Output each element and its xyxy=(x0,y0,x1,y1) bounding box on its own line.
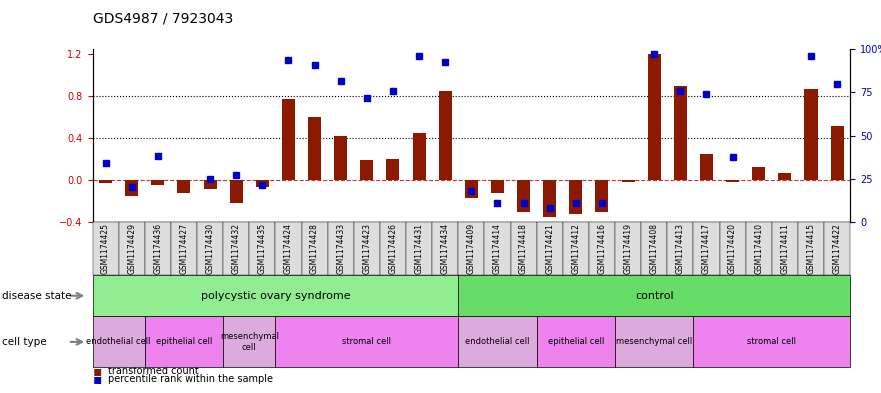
Text: GSM1174429: GSM1174429 xyxy=(127,223,137,274)
Bar xyxy=(674,86,687,180)
Text: GSM1174427: GSM1174427 xyxy=(180,223,189,274)
Bar xyxy=(387,159,399,180)
Bar xyxy=(752,167,766,180)
Text: GSM1174430: GSM1174430 xyxy=(205,223,215,274)
Text: epithelial cell: epithelial cell xyxy=(156,338,212,346)
Bar xyxy=(282,99,295,180)
Text: epithelial cell: epithelial cell xyxy=(548,338,604,346)
Text: endothelial cell: endothelial cell xyxy=(86,338,151,346)
Bar xyxy=(517,180,530,211)
Text: GSM1174418: GSM1174418 xyxy=(519,223,528,274)
Text: disease state: disease state xyxy=(2,291,71,301)
Bar xyxy=(804,89,818,180)
Text: mesenchymal cell: mesenchymal cell xyxy=(616,338,692,346)
Text: GSM1174410: GSM1174410 xyxy=(754,223,763,274)
Text: GSM1174436: GSM1174436 xyxy=(153,223,162,274)
Text: GSM1174419: GSM1174419 xyxy=(624,223,633,274)
Bar xyxy=(152,180,165,185)
Bar xyxy=(778,173,791,180)
Bar xyxy=(831,126,844,180)
Text: GSM1174434: GSM1174434 xyxy=(440,223,449,274)
Text: control: control xyxy=(635,291,674,301)
Text: mesenchymal
cell: mesenchymal cell xyxy=(219,332,278,352)
Bar xyxy=(230,180,243,203)
Bar xyxy=(569,180,582,214)
Text: ▪: ▪ xyxy=(93,372,102,386)
Text: polycystic ovary syndrome: polycystic ovary syndrome xyxy=(201,291,351,301)
Text: GSM1174425: GSM1174425 xyxy=(101,223,110,274)
Text: GSM1174426: GSM1174426 xyxy=(389,223,397,274)
Bar xyxy=(125,180,138,196)
Text: transformed count: transformed count xyxy=(108,366,199,376)
Text: GSM1174422: GSM1174422 xyxy=(833,223,841,274)
Bar xyxy=(439,91,452,180)
Bar xyxy=(465,180,478,198)
Bar xyxy=(544,180,556,217)
Text: GSM1174428: GSM1174428 xyxy=(310,223,319,274)
Bar xyxy=(308,117,321,180)
Bar xyxy=(360,160,374,180)
Bar xyxy=(204,180,217,189)
Text: ▪: ▪ xyxy=(93,364,102,378)
Text: GSM1174415: GSM1174415 xyxy=(806,223,816,274)
Bar xyxy=(255,180,269,187)
Text: stromal cell: stromal cell xyxy=(747,338,796,346)
Bar xyxy=(700,154,713,180)
Bar xyxy=(491,180,504,193)
Text: GSM1174413: GSM1174413 xyxy=(676,223,685,274)
Text: GSM1174414: GSM1174414 xyxy=(493,223,502,274)
Text: GDS4987 / 7923043: GDS4987 / 7923043 xyxy=(93,12,233,26)
Bar xyxy=(99,180,112,183)
Bar xyxy=(648,54,661,180)
Text: GSM1174412: GSM1174412 xyxy=(572,223,581,274)
Text: GSM1174417: GSM1174417 xyxy=(702,223,711,274)
Bar xyxy=(412,133,426,180)
Text: GSM1174432: GSM1174432 xyxy=(232,223,241,274)
Text: GSM1174420: GSM1174420 xyxy=(728,223,737,274)
Text: GSM1174411: GSM1174411 xyxy=(781,223,789,274)
Text: percentile rank within the sample: percentile rank within the sample xyxy=(108,374,273,384)
Text: GSM1174423: GSM1174423 xyxy=(362,223,371,274)
Text: GSM1174424: GSM1174424 xyxy=(284,223,293,274)
Text: cell type: cell type xyxy=(2,337,47,347)
Text: GSM1174416: GSM1174416 xyxy=(597,223,606,274)
Bar xyxy=(726,180,739,182)
Text: GSM1174421: GSM1174421 xyxy=(545,223,554,274)
Bar xyxy=(334,136,347,180)
Bar xyxy=(177,180,190,193)
Bar xyxy=(596,180,609,211)
Text: GSM1174431: GSM1174431 xyxy=(415,223,424,274)
Text: stromal cell: stromal cell xyxy=(343,338,391,346)
Text: GSM1174435: GSM1174435 xyxy=(258,223,267,274)
Text: endothelial cell: endothelial cell xyxy=(465,338,529,346)
Text: GSM1174433: GSM1174433 xyxy=(337,223,345,274)
Bar xyxy=(622,180,634,182)
Text: GSM1174408: GSM1174408 xyxy=(649,223,659,274)
Text: GSM1174409: GSM1174409 xyxy=(467,223,476,274)
